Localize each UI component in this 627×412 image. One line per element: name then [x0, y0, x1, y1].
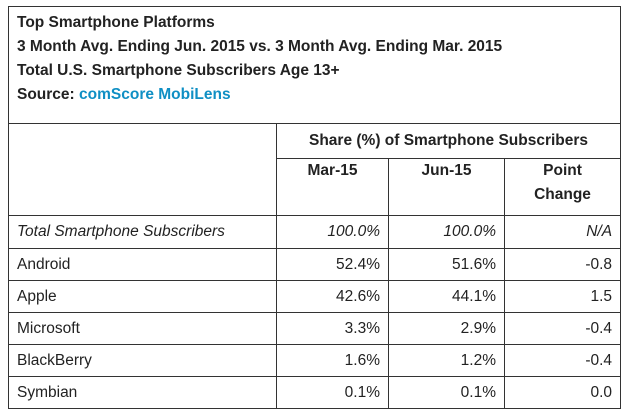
table-row: Apple 42.6% 44.1% 1.5	[8, 280, 622, 313]
row-name: Android	[8, 248, 277, 281]
row-change: 1.5	[503, 280, 622, 313]
header-cell: Top Smartphone Platforms 3 Month Avg. En…	[7, 6, 622, 124]
row-name: BlackBerry	[8, 344, 277, 377]
row-mar: 42.6%	[276, 280, 389, 313]
table-row: BlackBerry 1.6% 1.2% -0.4	[8, 344, 622, 377]
table-row: Microsoft 3.3% 2.9% -0.4	[8, 312, 622, 345]
row-change: -0.4	[503, 312, 622, 345]
group-header-row: Share (%) of Smartphone Subscribers	[8, 123, 622, 216]
row-jun: 44.1%	[388, 280, 505, 313]
row-jun: 51.6%	[388, 248, 505, 281]
column-header-change-line1: Point	[543, 162, 582, 179]
row-change: 0.0	[503, 376, 622, 409]
row-mar: 1.6%	[276, 344, 389, 377]
platform-share-table-container: Top Smartphone Platforms 3 Month Avg. En…	[7, 6, 622, 409]
row-mar: 3.3%	[276, 312, 389, 345]
population-note: Total U.S. Smartphone Subscribers Age 13…	[17, 62, 340, 79]
empty-corner-cell	[8, 123, 277, 216]
table-row: Android 52.4% 51.6% -0.8	[8, 248, 622, 281]
column-header-change-line2: Change	[534, 186, 591, 203]
row-jun: 1.2%	[388, 344, 505, 377]
row-mar: 52.4%	[276, 248, 389, 281]
column-header-mar: Mar-15	[276, 158, 389, 216]
row-name: Total Smartphone Subscribers	[8, 215, 277, 249]
row-mar: 100.0%	[276, 215, 389, 249]
table-row: Symbian 0.1% 0.1% 0.0	[8, 376, 622, 409]
table-row: Total Smartphone Subscribers 100.0% 100.…	[8, 215, 622, 249]
table-subtitle: 3 Month Avg. Ending Jun. 2015 vs. 3 Mont…	[17, 38, 503, 55]
row-name: Microsoft	[8, 312, 277, 345]
group-header: Share (%) of Smartphone Subscribers	[275, 123, 622, 159]
source-label: Source:	[17, 86, 80, 103]
row-name: Apple	[8, 280, 277, 313]
source-line: Source: comScore MobiLens	[17, 83, 612, 107]
column-header-change: Point Change	[503, 158, 622, 216]
row-change: N/A	[503, 215, 622, 249]
row-change: -0.4	[503, 344, 622, 377]
row-name: Symbian	[8, 376, 277, 409]
row-change: -0.8	[503, 248, 622, 281]
table-title: Top Smartphone Platforms	[17, 14, 215, 31]
column-header-row: Mar-15 Jun-15 Point Change	[9, 158, 622, 216]
row-mar: 0.1%	[276, 376, 389, 409]
row-jun: 2.9%	[388, 312, 505, 345]
row-jun: 100.0%	[388, 215, 505, 249]
source-name: comScore MobiLens	[79, 86, 231, 103]
table-header-block: Top Smartphone Platforms 3 Month Avg. En…	[7, 6, 622, 124]
column-header-jun: Jun-15	[388, 158, 505, 216]
platform-share-table: Top Smartphone Platforms 3 Month Avg. En…	[7, 6, 622, 409]
row-jun: 0.1%	[388, 376, 505, 409]
